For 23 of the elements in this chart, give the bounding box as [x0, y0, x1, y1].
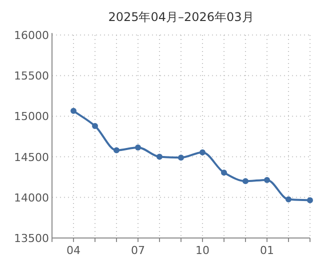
point — [70, 108, 76, 114]
point — [242, 178, 248, 184]
point — [286, 196, 292, 202]
point — [307, 197, 313, 204]
x-tick-label: 10 — [196, 244, 210, 257]
y-tick-label: 15500 — [14, 70, 49, 83]
point — [135, 144, 141, 150]
y-tick-label: 14500 — [14, 150, 49, 164]
y-tick-label: 14000 — [14, 191, 49, 204]
point — [178, 154, 184, 161]
y-tick-label: 15000 — [14, 110, 49, 124]
x-tick-label: 01 — [260, 244, 274, 257]
point — [114, 147, 120, 154]
point — [92, 122, 98, 129]
x-tick-label: 04 — [66, 244, 80, 257]
x-tick-label: 07 — [131, 244, 145, 257]
y-tick-label: 16000 — [14, 29, 49, 42]
chart-title: 2025年04月–2026年03月 — [108, 10, 254, 24]
point — [200, 149, 206, 156]
y-tick-label: 13500 — [14, 232, 49, 245]
point — [264, 176, 270, 183]
point — [156, 154, 162, 160]
point — [221, 170, 227, 176]
